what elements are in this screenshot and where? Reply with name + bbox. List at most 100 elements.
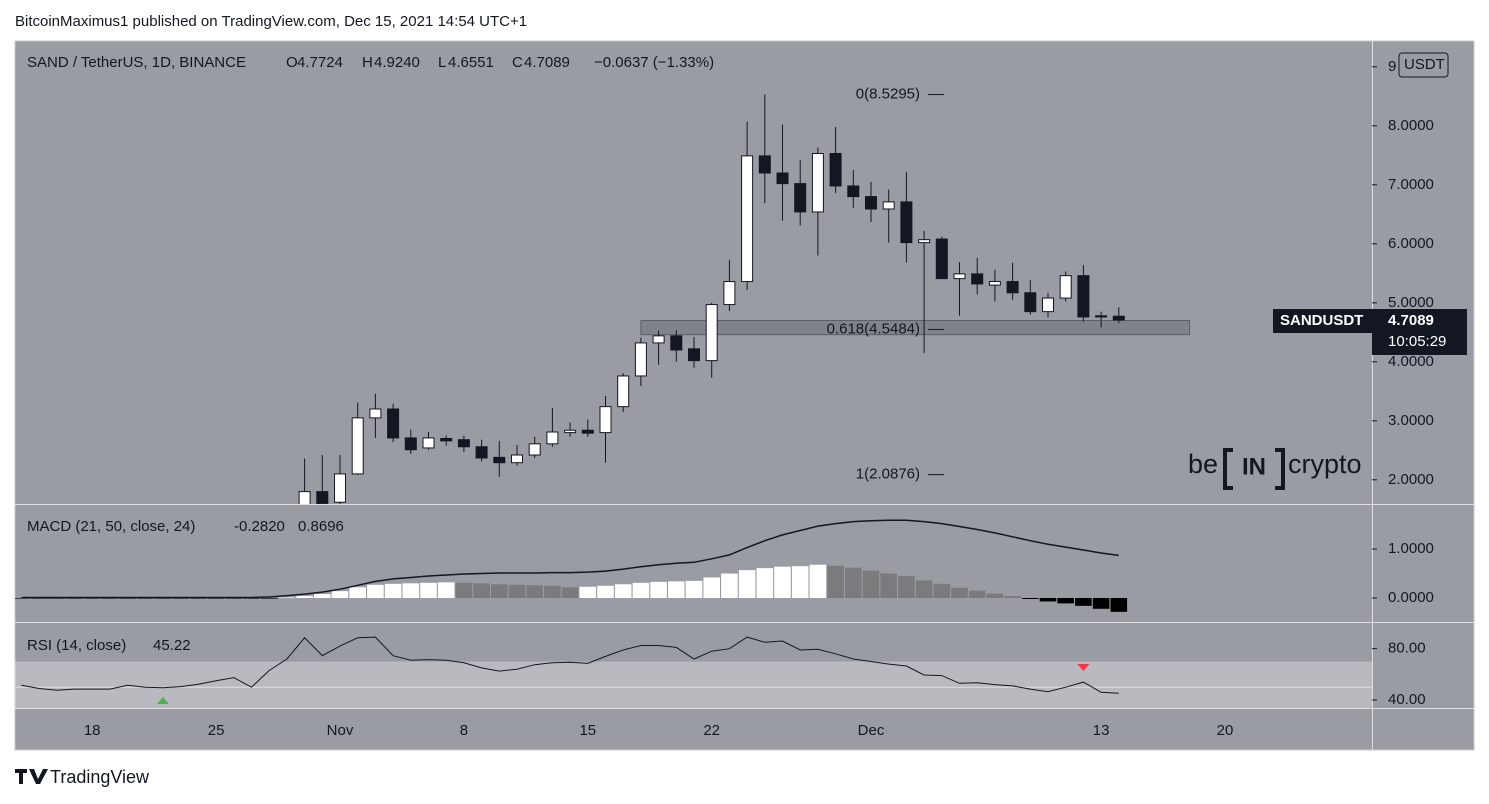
tag-countdown: 10:05:29 — [1388, 333, 1446, 350]
macd-histogram-bar — [951, 587, 968, 599]
macd-histogram-bar — [544, 585, 561, 599]
macd-histogram-bar — [809, 564, 827, 599]
macd-histogram-bar — [455, 582, 473, 599]
macd-readout: -0.2820 — [234, 518, 285, 535]
candle-body — [440, 438, 453, 442]
symbol-title: SAND / TetherUS, 1D, BINANCE — [27, 54, 246, 71]
candle-body — [404, 437, 417, 451]
candle-body — [971, 273, 984, 285]
candle-body — [829, 153, 842, 187]
macd-histogram-bar — [791, 566, 809, 599]
macd-histogram-bar — [614, 584, 632, 599]
candle-body — [422, 437, 435, 449]
axis-unit: USDT — [1404, 56, 1445, 73]
macd-histogram-bar — [367, 584, 384, 599]
x-tick-label: 25 — [208, 722, 225, 739]
macd-histogram-bar — [579, 586, 597, 599]
candle-body — [935, 238, 948, 280]
y-tick-label: 6.0000 — [1388, 235, 1434, 252]
rsi-pane — [15, 636, 1372, 708]
candle-body — [511, 454, 523, 464]
rsi-title: RSI (14, close) — [27, 637, 126, 654]
ohlc-value: 4.6551 — [448, 54, 494, 71]
candle-body — [1112, 315, 1125, 321]
candle-body — [351, 417, 364, 475]
rsi-band — [15, 661, 1372, 708]
candle-body — [705, 304, 718, 362]
macd-histogram-bar — [137, 598, 154, 599]
macd-histogram-bar — [1075, 598, 1092, 606]
macd-histogram-bar — [756, 568, 774, 599]
tag-price-bg — [1372, 309, 1467, 355]
macd-histogram-bar — [721, 573, 738, 599]
publisher: BitcoinMaximus1 published on TradingView… — [15, 13, 527, 30]
macd-histogram-bar — [561, 587, 579, 599]
macd-histogram-bar — [15, 598, 30, 599]
support-zone — [640, 319, 1191, 336]
macd-histogram-bar — [827, 565, 844, 599]
macd-histogram-bar — [1110, 598, 1128, 612]
macd-pane — [15, 519, 1128, 612]
candle-body — [918, 239, 931, 244]
macd-readout: 0.8696 — [298, 518, 344, 535]
x-tick-label: Dec — [858, 722, 885, 739]
candle-body — [670, 335, 683, 351]
ohlc-name: H — [362, 54, 373, 71]
macd-histogram-bar — [190, 598, 207, 599]
candle-body — [475, 446, 488, 459]
ohlc-value: 4.7724 — [297, 54, 343, 71]
macd-histogram-bar — [862, 570, 880, 599]
candle-body — [953, 273, 966, 280]
candle-body — [688, 348, 700, 362]
candle-body — [741, 155, 754, 283]
macd-histogram-bar — [650, 581, 667, 599]
y-tick-label: 0.0000 — [1388, 589, 1434, 606]
macd-histogram-bar — [260, 598, 278, 599]
y-tick-label: 5.0000 — [1388, 294, 1434, 311]
candle-body — [758, 155, 771, 174]
candle-body — [723, 281, 736, 306]
candle-body — [1077, 275, 1090, 318]
ohlc-value: 4.7089 — [524, 54, 570, 71]
macd-histogram-bar — [508, 584, 526, 599]
candle-body — [811, 153, 824, 213]
macd-histogram-bar — [685, 580, 703, 599]
macd-histogram-bar — [402, 583, 420, 599]
candle-body — [1024, 292, 1037, 313]
macd-histogram-bar — [296, 596, 313, 599]
tag-symbol-bg — [1273, 309, 1372, 333]
ohlc-name: O — [286, 54, 298, 71]
candle-body — [546, 431, 559, 445]
x-tick-label: 18 — [84, 722, 101, 739]
logo-text: IN — [1242, 453, 1266, 480]
candle-body — [493, 456, 506, 464]
macd-histogram-bar — [880, 573, 897, 599]
candle-body — [1095, 315, 1108, 318]
macd-histogram-bar — [898, 575, 915, 599]
axes: 2.0000 3.0000 4.0000 5.0000 6.0000 7.0000 8.00… — [84, 58, 1434, 739]
candle-body — [634, 342, 647, 377]
change: −0.0637 (−1.33%) — [594, 54, 714, 71]
macd-histogram-bar — [314, 594, 331, 599]
candle-body — [988, 281, 1001, 286]
rsi-line — [21, 636, 1119, 694]
macd-histogram-bar — [331, 591, 349, 599]
price-pane: 0(8.5295) 0.618(4.5484) 1(2.0876) — [298, 86, 1191, 504]
macd-histogram-bar — [845, 567, 862, 599]
macd-histogram-bar — [968, 590, 986, 599]
candle-body — [882, 201, 895, 210]
ohlc-name: C — [512, 54, 523, 71]
macd-histogram-bar — [738, 570, 756, 599]
y-tick-label: 1.0000 — [1388, 540, 1434, 557]
macd-histogram-bar — [774, 566, 791, 599]
footer-brand: TradingView — [50, 767, 150, 787]
candle-body — [457, 439, 470, 448]
y-tick-label: 3.0000 — [1388, 412, 1434, 429]
y-tick-label: 9 — [1388, 58, 1396, 75]
macd-histogram-bar — [119, 598, 136, 599]
candle-body — [652, 335, 665, 344]
candle-body — [298, 491, 311, 504]
macd-histogram-bar — [1039, 598, 1057, 602]
macd-histogram-bar — [437, 582, 455, 599]
macd-histogram-bar — [225, 598, 243, 599]
